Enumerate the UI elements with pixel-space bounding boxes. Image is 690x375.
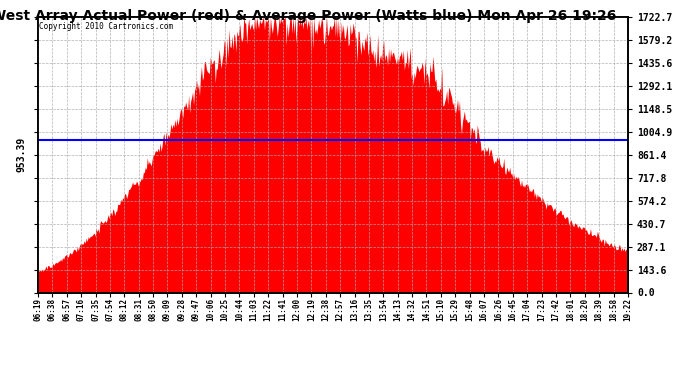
Text: West Array Actual Power (red) & Average Power (Watts blue) Mon Apr 26 19:26: West Array Actual Power (red) & Average … xyxy=(0,9,616,23)
Y-axis label: 953.39: 953.39 xyxy=(16,137,26,172)
Text: Copyright 2010 Cartronics.com: Copyright 2010 Cartronics.com xyxy=(39,22,173,32)
